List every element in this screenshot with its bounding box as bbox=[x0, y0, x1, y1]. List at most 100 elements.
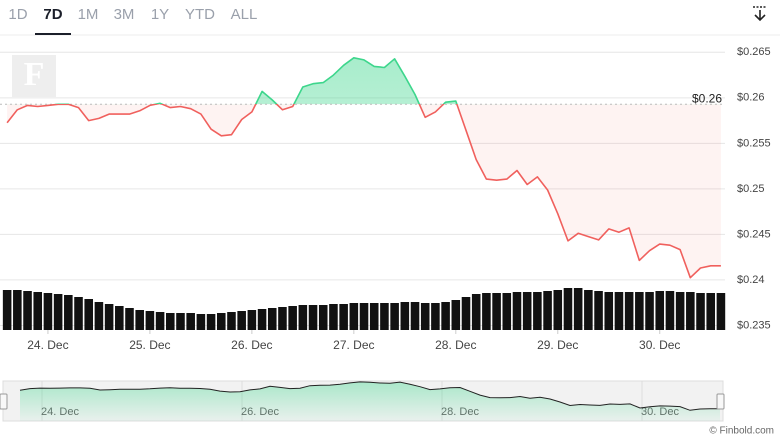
volume-bar bbox=[655, 291, 665, 330]
credit: © Finbold.com bbox=[709, 426, 774, 437]
volume-bar bbox=[186, 313, 195, 330]
volume-bar bbox=[13, 290, 22, 330]
volume-bar bbox=[686, 292, 695, 330]
volume-bar bbox=[461, 297, 471, 330]
range-tab[interactable]: 1D bbox=[8, 6, 27, 23]
y-tick-label: $0.235 bbox=[737, 319, 771, 331]
navigator-handle[interactable] bbox=[0, 393, 8, 410]
volume-bar bbox=[135, 310, 144, 330]
navigator-line bbox=[19, 381, 720, 411]
volume-bar bbox=[196, 314, 206, 330]
volume-bar bbox=[665, 291, 675, 330]
volume-bar bbox=[716, 293, 726, 330]
volume-bar bbox=[94, 302, 104, 330]
volume-bar bbox=[359, 303, 369, 330]
area-down bbox=[7, 104, 721, 278]
volume-bar bbox=[104, 304, 114, 330]
volume-bar bbox=[420, 303, 430, 330]
volume-bar bbox=[298, 305, 308, 330]
range-tab[interactable]: ALL bbox=[231, 6, 258, 23]
navigator-area bbox=[20, 381, 720, 421]
y-tick-label: $0.255 bbox=[737, 137, 771, 149]
volume-bar bbox=[706, 293, 716, 330]
area-up bbox=[155, 57, 457, 105]
x-tick-label: 30. Dec bbox=[639, 338, 680, 352]
volume-bar bbox=[33, 292, 43, 330]
volume-bar bbox=[53, 294, 63, 330]
volume-bar bbox=[155, 312, 165, 330]
volume-bar bbox=[502, 293, 512, 330]
x-tick-label: 28. Dec bbox=[435, 338, 476, 352]
y-tick-label: $0.245 bbox=[737, 228, 771, 240]
volume-bar bbox=[471, 294, 481, 330]
price-line bbox=[6, 57, 721, 279]
volume-bar bbox=[492, 293, 501, 330]
volume-bar bbox=[400, 302, 410, 330]
range-tab[interactable]: 1M bbox=[78, 6, 99, 23]
volume-bar bbox=[451, 300, 461, 330]
baseline-label: $0.26 bbox=[692, 91, 722, 105]
volume-bar bbox=[431, 303, 440, 330]
range-tab[interactable]: 1Y bbox=[151, 6, 169, 23]
volume-bar bbox=[553, 290, 563, 330]
volume-bar bbox=[533, 292, 542, 330]
volume-bar bbox=[624, 292, 634, 330]
volume-bar bbox=[145, 311, 155, 330]
range-tab[interactable]: 3M bbox=[114, 6, 135, 23]
logo-box bbox=[12, 55, 56, 97]
volume-bar bbox=[125, 308, 134, 330]
volume-bar bbox=[522, 292, 532, 330]
volume-bar bbox=[604, 292, 614, 330]
volume-bar bbox=[339, 304, 348, 330]
volume-bar bbox=[573, 288, 583, 330]
volume-bar bbox=[594, 291, 603, 330]
volume-bar bbox=[227, 312, 236, 330]
volume-bar bbox=[278, 307, 287, 330]
range-tab[interactable]: YTD bbox=[185, 6, 215, 23]
volume-bar bbox=[2, 290, 12, 330]
volume-bar bbox=[206, 314, 216, 330]
volume-bar bbox=[614, 292, 624, 330]
volume-bar bbox=[543, 291, 552, 330]
volume-bar bbox=[441, 302, 450, 330]
volume-bar bbox=[410, 302, 420, 330]
volume-bar bbox=[635, 292, 644, 330]
volume-bar bbox=[584, 290, 593, 330]
volume-bar bbox=[176, 313, 185, 330]
volume-bar bbox=[329, 304, 338, 330]
y-tick-label: $0.26 bbox=[737, 92, 765, 104]
volume-bar bbox=[64, 295, 73, 330]
volume-bar bbox=[74, 297, 83, 330]
x-tick-label: 27. Dec bbox=[333, 338, 374, 352]
volume-bar bbox=[247, 310, 257, 330]
range-tab[interactable]: 7D bbox=[43, 6, 62, 23]
download-icon[interactable] bbox=[753, 6, 767, 22]
volume-bar bbox=[349, 303, 359, 330]
volume-bar bbox=[115, 306, 124, 330]
x-tick-label: 26. Dec bbox=[231, 338, 272, 352]
volume-bar bbox=[675, 292, 685, 330]
volume-bar bbox=[645, 292, 654, 330]
volume-bar bbox=[257, 309, 267, 330]
volume-bar bbox=[512, 292, 522, 330]
volume-bar bbox=[380, 303, 389, 330]
navigator-handle[interactable] bbox=[716, 393, 725, 410]
volume-bar bbox=[43, 293, 53, 330]
volume-bar bbox=[23, 291, 32, 330]
volume-bar bbox=[216, 313, 226, 330]
volume-bar bbox=[166, 313, 175, 330]
volume-bar bbox=[237, 311, 246, 330]
x-tick-label: 24. Dec bbox=[27, 338, 68, 352]
volume-bar bbox=[84, 299, 93, 330]
y-tick-label: $0.24 bbox=[737, 274, 765, 286]
volume-bar bbox=[308, 305, 318, 330]
volume-bar bbox=[696, 293, 705, 330]
y-tick-label: $0.25 bbox=[737, 183, 765, 195]
y-tick-label: $0.265 bbox=[737, 46, 771, 58]
range-tabs: 1D 7D 1M 3M 1Y YTD ALL bbox=[8, 6, 258, 35]
volume-bar bbox=[267, 308, 277, 330]
volume-bar bbox=[318, 305, 328, 330]
volume-bar bbox=[563, 288, 573, 330]
logo: F bbox=[24, 56, 45, 93]
volume-bar bbox=[390, 303, 399, 330]
